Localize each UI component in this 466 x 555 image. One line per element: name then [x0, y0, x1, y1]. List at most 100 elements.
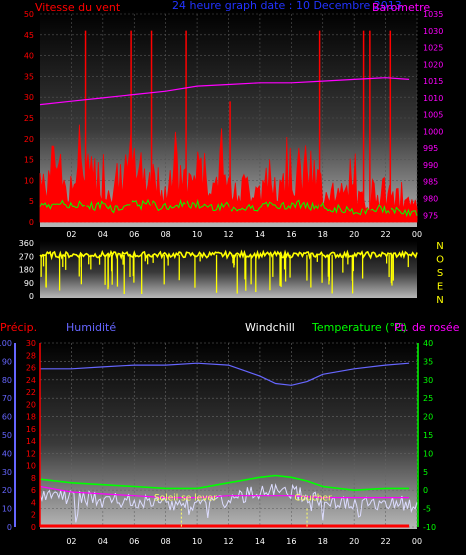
direction-y-tick: 180 [19, 266, 34, 275]
precip-title: Précip. [0, 321, 37, 334]
barometer-y-tick: 975 [423, 211, 438, 220]
barometer-y-tick: 1005 [423, 111, 443, 120]
barometer-y-tick: 985 [423, 178, 438, 187]
wind-x-tick: 12 [223, 230, 233, 239]
wind-x-tick: 06 [129, 230, 139, 239]
humidity-y-tick: 0 [7, 523, 12, 532]
precip-y-tick: 6 [31, 486, 36, 495]
windchill-line [39, 483, 418, 523]
weather-x-tick: 00 [412, 537, 422, 546]
precip-y-tick: 12 [26, 449, 36, 458]
wind-y-tick: 35 [24, 72, 34, 81]
wind-y-tick: 50 [24, 10, 34, 19]
temperature-y-tick: 20 [423, 413, 433, 422]
wind-x-tick: 10 [192, 230, 202, 239]
direction-axes: 0 90 180 270 360 [19, 239, 34, 301]
barometer-line [39, 77, 410, 106]
barometer-y-tick: 1020 [423, 60, 443, 69]
temperature-y-tick: 35 [423, 357, 433, 366]
humidity-y-tick: 80 [2, 376, 12, 385]
wind-y-tick: 15 [24, 156, 34, 165]
wind-x-tick: 16 [286, 230, 296, 239]
compass-letter: O [436, 255, 444, 266]
weather-x-tick: 06 [129, 537, 139, 546]
direction-series [39, 249, 418, 295]
humidity-title: Humidité [66, 321, 116, 334]
wind-average-line [39, 198, 418, 218]
weather-x-tick: 08 [161, 537, 171, 546]
precip-y-tick: 30 [26, 339, 36, 348]
barometer-title: Barometre [372, 1, 430, 14]
weather-x-tick: 14 [255, 537, 265, 546]
sunset-label: Coucher [294, 494, 332, 504]
wind-series [39, 30, 418, 223]
precip-y-tick: 26 [26, 364, 36, 373]
direction-y-tick: 360 [19, 239, 34, 248]
humidity-y-tick: 100 [0, 339, 12, 348]
direction-line [39, 249, 418, 261]
temperature-title: Temperature (°C) [311, 321, 407, 334]
compass-letter: N [436, 295, 443, 306]
barometer-y-tick: 980 [423, 195, 438, 204]
weather-x-tick: 10 [192, 537, 202, 546]
direction-y-tick: 90 [24, 279, 34, 288]
temperature-line [39, 474, 410, 492]
dewpoint-title: Pt. de rosée [394, 321, 460, 334]
precip-y-tick: 8 [31, 474, 36, 483]
weather-axes: 0102030405060708090100024681012141618202… [0, 339, 436, 546]
precip-y-tick: 2 [31, 511, 36, 520]
temperature-y-tick: 40 [423, 339, 433, 348]
weather-x-tick: 16 [286, 537, 296, 546]
direction-y-tick: 270 [19, 252, 34, 261]
weather-x-tick: 18 [318, 537, 328, 546]
sunrise-label: Soleil se lever [154, 494, 217, 504]
weather-x-tick: 22 [380, 537, 390, 546]
wind-grid [40, 13, 418, 223]
humidity-y-tick: 90 [2, 357, 12, 366]
precip-y-tick: 28 [26, 351, 36, 360]
humidity-y-tick: 10 [2, 505, 12, 514]
humidity-line [40, 362, 410, 386]
humidity-y-tick: 60 [2, 413, 12, 422]
temperature-y-tick: 10 [423, 449, 433, 458]
windchill-title: Windchill [245, 321, 295, 334]
wind-y-tick: 40 [24, 52, 34, 61]
wind-x-tick: 20 [349, 230, 359, 239]
precip-y-tick: 16 [26, 425, 36, 434]
wind-x-tick: 18 [318, 230, 328, 239]
compass-letter: S [437, 268, 443, 279]
dewpoint-line [39, 485, 410, 499]
precip-y-tick: 4 [31, 498, 36, 507]
temperature-y-tick: 25 [423, 394, 433, 403]
wind-y-tick: 30 [24, 93, 34, 102]
temperature-y-tick: 15 [423, 431, 433, 440]
direction-panel [40, 241, 417, 298]
precip-y-tick: 22 [26, 388, 36, 397]
humidity-y-tick: 40 [2, 449, 12, 458]
temperature-y-tick: 5 [423, 468, 428, 477]
precip-y-tick: 10 [26, 462, 36, 471]
precip-y-tick: 20 [26, 400, 36, 409]
humidity-y-tick: 30 [2, 468, 12, 477]
barometer-y-tick: 1010 [423, 94, 443, 103]
precip-y-tick: 24 [26, 376, 36, 385]
compass-letter: E [437, 282, 443, 293]
chart-date-title: 24 heure graph date : 10 Decembre 2013 [172, 0, 402, 12]
wind-axes: 0510152025303540455097598098599099510001… [24, 10, 444, 239]
wind-x-tick: 08 [161, 230, 171, 239]
wind-y-tick: 45 [24, 31, 34, 40]
barometer-y-tick: 1000 [423, 127, 443, 136]
precip-y-tick: 14 [26, 437, 36, 446]
weather-series [39, 362, 418, 528]
temperature-y-tick: 30 [423, 376, 433, 385]
weather-x-tick: 20 [349, 537, 359, 546]
temperature-y-tick: 0 [423, 486, 428, 495]
wind-x-tick: 14 [255, 230, 265, 239]
compass-letter: N [436, 241, 443, 252]
precip-y-tick: 18 [26, 413, 36, 422]
weather-x-tick: 12 [223, 537, 233, 546]
wind-y-tick: 10 [24, 176, 34, 185]
humidity-y-tick: 70 [2, 394, 12, 403]
wind-x-tick: 00 [412, 230, 422, 239]
